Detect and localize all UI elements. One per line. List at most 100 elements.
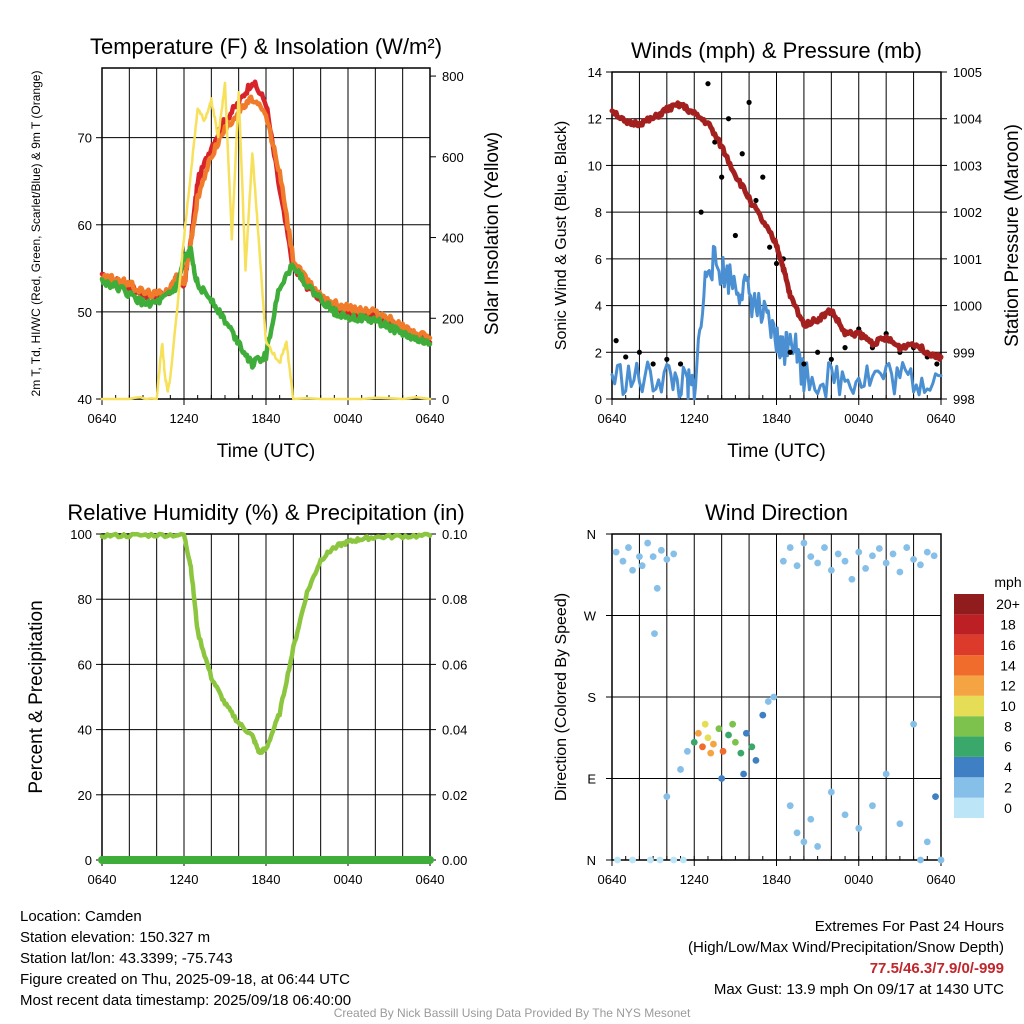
gust-point-10 — [725, 116, 732, 122]
direction-point-73 — [855, 824, 863, 832]
y-tick-label-right-2-0: 0.00 — [442, 853, 467, 868]
y-tick-label-left-2-2: 40 — [78, 723, 92, 738]
direction-point-43 — [779, 557, 787, 565]
x-axis-label-0: Time (UTC) — [217, 441, 316, 462]
colorbar-label-9: 18 — [1000, 617, 1016, 633]
y-tick-label-left-0-1: 50 — [78, 305, 92, 320]
direction-point-10 — [663, 555, 671, 563]
direction-point-63 — [917, 561, 924, 569]
gust-point-15 — [760, 174, 766, 180]
y-tick-label-right-0-3: 600 — [442, 150, 464, 165]
y-tick-label-left-1-5: 10 — [588, 158, 602, 173]
gust-point-21 — [815, 349, 821, 355]
colorbar-label-1: 2 — [1004, 779, 1012, 795]
direction-point-59 — [889, 550, 897, 558]
direction-point-22 — [704, 734, 712, 742]
colorbar-swatch-4 — [954, 716, 984, 737]
y-axis-label-left-3: Direction (Colored By Speed) — [553, 593, 570, 801]
created-text: Figure created on Thu, 2025-09-18, at 06… — [20, 971, 350, 988]
direction-point-3 — [629, 566, 636, 574]
y-tick-label-right-2-4: 0.08 — [442, 592, 467, 607]
extremes-values: 77.5/46.3/7.9/0/-999 — [869, 960, 1004, 977]
y-tick-label-left-0-0: 40 — [78, 392, 92, 407]
direction-point-68 — [800, 838, 808, 846]
direction-point-47 — [807, 553, 815, 561]
direction-point-80 — [917, 856, 924, 864]
direction-point-55 — [862, 565, 870, 572]
x-tick-label-0-4: 0640 — [416, 411, 445, 426]
direction-point-9 — [657, 546, 665, 554]
gust-point-3 — [650, 361, 656, 367]
colorbar-label-0: 0 — [1004, 800, 1012, 816]
colorbar-label-6: 12 — [1000, 678, 1016, 694]
direction-point-8 — [653, 584, 661, 592]
x-tick-label-0-2: 1840 — [252, 411, 281, 426]
y-tick-label-left-3-0: N — [587, 853, 596, 868]
series-line-0-3 — [100, 81, 432, 401]
direction-point-19 — [690, 738, 698, 746]
gust-point-14 — [753, 197, 759, 204]
direction-point-26 — [725, 731, 732, 739]
direction-point-40 — [663, 793, 671, 801]
chart-title-3: Wind Direction — [705, 500, 848, 525]
direction-point-49 — [821, 544, 828, 551]
direction-point-32 — [759, 711, 767, 719]
series-line-2-0 — [99, 531, 433, 756]
gust-point-5 — [677, 361, 684, 367]
y-tick-label-left-2-4: 80 — [78, 592, 92, 607]
direction-point-14 — [629, 856, 636, 864]
x-tick-label-2-1: 1240 — [170, 872, 199, 887]
direction-point-6 — [644, 539, 652, 547]
direction-point-65 — [930, 552, 938, 560]
y-tick-label-left-3-3: W — [584, 609, 597, 624]
direction-point-79 — [932, 793, 939, 801]
colorbar-label-10: 20+ — [996, 596, 1020, 612]
direction-point-38 — [683, 747, 691, 755]
direction-point-56 — [869, 552, 876, 560]
elevation-text: Station elevation: 150.327 m — [20, 929, 211, 946]
gust-point-0 — [613, 338, 619, 344]
gust-point-4 — [664, 356, 670, 362]
direction-point-70 — [814, 843, 822, 850]
direction-point-62 — [910, 555, 917, 563]
gust-point-6 — [698, 209, 704, 215]
y-axis-label-left-0: 2m T, Td, HI/WC (Red, Green, Scarlet/Blu… — [29, 71, 43, 397]
y-tick-label-right-0-0: 0 — [442, 392, 449, 407]
direction-point-1 — [619, 557, 627, 565]
direction-point-30 — [748, 743, 756, 751]
direction-point-45 — [793, 562, 801, 570]
y-tick-label-left-1-4: 8 — [595, 205, 602, 220]
y-axis-label-right-1: Station Pressure (Maroon) — [1002, 124, 1023, 347]
colorbar-label-8: 16 — [1000, 637, 1016, 653]
y-tick-label-right-0-1: 200 — [442, 311, 464, 326]
y-tick-label-right-1-6: 1004 — [953, 112, 982, 127]
y-tick-label-left-1-7: 14 — [588, 65, 602, 80]
direction-point-37 — [701, 720, 709, 728]
y-tick-label-left-1-1: 2 — [595, 345, 602, 360]
y-tick-label-right-2-5: 0.10 — [442, 527, 467, 542]
x-tick-label-1-0: 0640 — [598, 411, 627, 426]
direction-point-46 — [800, 539, 808, 547]
x-tick-label-0-0: 0640 — [88, 411, 117, 426]
gust-point-7 — [705, 81, 711, 87]
direction-point-42 — [740, 770, 747, 778]
gust-point-16 — [767, 244, 773, 250]
y-tick-label-right-1-7: 1005 — [953, 65, 982, 80]
colorbar-title: mph — [994, 574, 1021, 590]
x-tick-label-2-2: 1840 — [252, 872, 281, 887]
x-tick-label-3-4: 0640 — [927, 872, 956, 887]
y-tick-label-left-2-1: 20 — [78, 788, 92, 803]
colorbar-swatch-2 — [954, 756, 984, 778]
gust-point-8 — [712, 139, 718, 145]
direction-point-27 — [731, 738, 739, 746]
series-line-0-1 — [99, 94, 433, 341]
direction-point-13 — [614, 856, 621, 864]
direction-point-64 — [923, 548, 931, 556]
direction-point-29 — [742, 729, 750, 737]
y-tick-label-left-2-3: 60 — [78, 657, 92, 672]
credit-text: Created By Nick Bassill Using Data Provi… — [333, 1006, 691, 1020]
direction-point-78 — [923, 838, 931, 846]
x-tick-label-0-3: 0040 — [334, 411, 363, 426]
colorbar-swatch-7 — [954, 655, 984, 676]
direction-point-69 — [807, 815, 815, 823]
